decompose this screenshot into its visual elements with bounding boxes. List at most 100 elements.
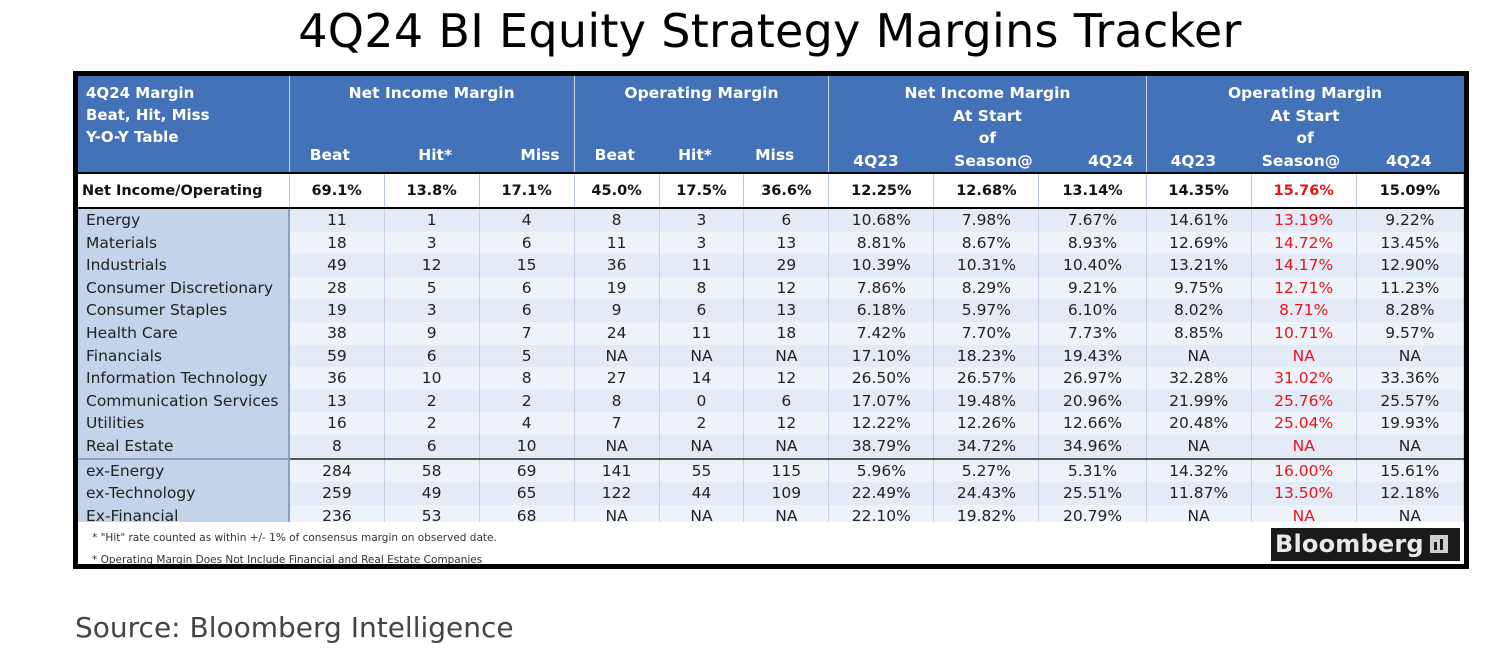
table-cell: 6 <box>743 208 830 232</box>
table-cell: 8.81% <box>828 231 935 255</box>
table-cell: 14.17% <box>1251 254 1357 277</box>
table-cell: 5.96% <box>828 457 935 483</box>
ni-margin-title: Net Income Margin <box>348 84 515 102</box>
table-cell: 18.23% <box>933 344 1040 368</box>
table-cell: NA <box>1251 434 1357 459</box>
table-cell: 2 <box>384 389 480 413</box>
table-row: Information Technology 36 10 8 27 14 12 26.50% 2… <box>78 367 1464 390</box>
sector-label: Consumer Discretionary <box>78 276 291 300</box>
table-cell: 34.72% <box>933 434 1040 459</box>
sector-label: Ex-Financial <box>78 504 291 528</box>
table-row: ex-Energy 284 58 69 141 55 115 5.96% 5.27% 5.31% 1… <box>78 457 1464 483</box>
total-cell: 69.1% <box>289 172 385 209</box>
table-cell: 26.97% <box>1038 367 1147 390</box>
sector-label: Energy <box>78 208 291 232</box>
bloomberg-chart-icon <box>1429 535 1448 553</box>
margins-table: 4Q24 Margin Beat, Hit, Miss Y-O-Y Table … <box>78 76 1464 528</box>
ni-beat-header: Beat <box>309 145 350 164</box>
table-cell: 7 <box>574 412 660 435</box>
table-cell: 13 <box>289 389 385 413</box>
table-cell: 65 <box>479 482 575 505</box>
table-cell: 122 <box>574 482 660 505</box>
table-cell: 5 <box>479 344 575 368</box>
table-cell: 8.29% <box>933 276 1040 300</box>
table-cell: 11 <box>659 254 745 277</box>
table-cell: 5.31% <box>1038 457 1147 483</box>
table-cell: 10 <box>384 367 480 390</box>
table-cell: 44 <box>659 482 745 505</box>
table-cell: NA <box>1356 344 1464 368</box>
table-row: Materials 18 3 6 11 3 13 8.81% 8.67% 8.93% 12.69% 1… <box>78 231 1464 255</box>
table-cell: 55 <box>659 457 745 483</box>
ni-start-header: Net Income Margin At Start of 4Q23 Seaso… <box>828 76 1147 173</box>
table-cell: 7.73% <box>1038 321 1147 345</box>
table-cell: 16.00% <box>1251 457 1357 483</box>
ni-start-line-3: of <box>978 129 997 147</box>
op-hit-header: Hit* <box>678 145 712 164</box>
table-cell: NA <box>1356 504 1464 528</box>
table-cell: NA <box>1146 434 1252 459</box>
table-cell: 2 <box>659 412 745 435</box>
table-cell: 13.19% <box>1251 208 1357 232</box>
sector-label: ex-Technology <box>78 482 291 505</box>
table-cell: 25.76% <box>1251 389 1357 413</box>
table-cell: 10.40% <box>1038 254 1147 277</box>
table-cell: NA <box>659 434 745 459</box>
table-cell: 29 <box>743 254 830 277</box>
table-cell: 17.07% <box>828 389 935 413</box>
ni-season-header: Season@ <box>954 151 1033 170</box>
table-row: Industrials 49 12 15 36 11 29 10.39% 10.31% 10.40… <box>78 254 1464 277</box>
table-cell: 14.72% <box>1251 231 1357 255</box>
table-cell: 68 <box>479 504 575 528</box>
sector-label: Health Care <box>78 321 291 345</box>
table-row: ex-Technology 259 49 65 122 44 109 22.49% 24.43%… <box>78 482 1464 505</box>
table-cell: NA <box>574 434 660 459</box>
header-row: 4Q24 Margin Beat, Hit, Miss Y-O-Y Table … <box>78 76 1464 173</box>
table-cell: 15 <box>479 254 575 277</box>
table-cell: 12 <box>743 412 830 435</box>
table-cell: 9 <box>384 321 480 345</box>
table-cell: 115 <box>743 457 830 483</box>
table-cell: 10.71% <box>1251 321 1357 345</box>
op-season-header: Season@ <box>1261 151 1341 170</box>
margins-table-panel: 4Q24 Margin Beat, Hit, Miss Y-O-Y Table … <box>78 76 1464 564</box>
table-cell: 5 <box>384 276 480 300</box>
table-row: Communication Services 13 2 2 8 0 6 17.07% 19.48… <box>78 389 1464 413</box>
table-cell: 69 <box>479 457 575 483</box>
table-cell: 25.57% <box>1356 389 1464 413</box>
margins-table-frame: 4Q24 Margin Beat, Hit, Miss Y-O-Y Table … <box>73 71 1469 569</box>
table-cell: 32.28% <box>1146 367 1252 390</box>
table-cell: 8.71% <box>1251 299 1357 322</box>
table-cell: 28 <box>289 276 385 300</box>
table-cell: 24 <box>574 321 660 345</box>
table-cell: 12.66% <box>1038 412 1147 435</box>
table-cell: 20.96% <box>1038 389 1147 413</box>
table-cell: 8.85% <box>1146 321 1252 345</box>
table-cell: NA <box>743 504 830 528</box>
sector-label: Real Estate <box>78 434 291 459</box>
sector-label: Materials <box>78 231 291 255</box>
table-cell: 4 <box>479 412 575 435</box>
table-cell: NA <box>574 504 660 528</box>
table-cell: 3 <box>659 231 745 255</box>
table-cell: 12.69% <box>1146 231 1252 255</box>
table-cell: 12 <box>743 276 830 300</box>
table-cell: 7 <box>479 321 575 345</box>
table-cell: 19 <box>289 299 385 322</box>
ni-hit-header: Hit* <box>418 145 453 164</box>
sector-label: Industrials <box>78 254 291 277</box>
table-cell: 14.61% <box>1146 208 1252 232</box>
table-cell: 8 <box>574 389 660 413</box>
table-cell: 8 <box>289 434 385 459</box>
table-cell: 13 <box>743 299 830 322</box>
ni-4q24-header: 4Q24 <box>1088 151 1134 170</box>
op-start-line-3: of <box>1296 129 1314 147</box>
table-cell: 8 <box>574 208 660 232</box>
table-cell: 9.21% <box>1038 276 1147 300</box>
bloomberg-logo: Bloomberg <box>1271 528 1460 561</box>
table-row: Ex-Financial 236 53 68 NA NA NA 22.10% 19.82% 20.… <box>78 504 1464 528</box>
table-cell: 38 <box>289 321 385 345</box>
table-cell: 20.48% <box>1146 412 1252 435</box>
table-cell: 6 <box>479 276 575 300</box>
ni-margin-header: Net Income Margin Beat Hit* Miss <box>289 76 575 173</box>
